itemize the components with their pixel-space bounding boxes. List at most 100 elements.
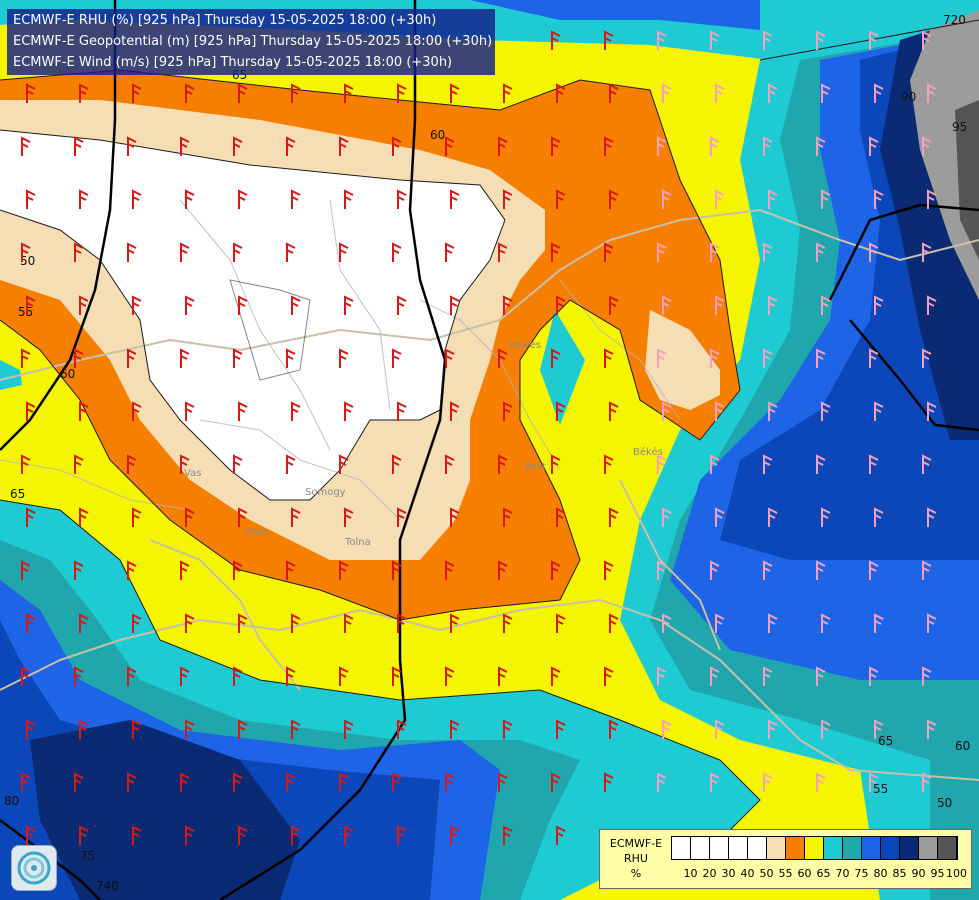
contour-740-east [828, 203, 979, 301]
wind-barb [927, 83, 937, 103]
wind-barb [763, 30, 773, 50]
wind-barb [450, 295, 460, 315]
wind-barb [291, 613, 301, 633]
wind-barb [657, 560, 667, 580]
wind-barb [551, 242, 561, 262]
wind-barb [21, 454, 31, 474]
wind-barb [450, 83, 460, 103]
country-borders [0, 208, 979, 781]
wind-barb [710, 560, 720, 580]
wind-barb [869, 772, 879, 792]
wind-barb [79, 719, 89, 739]
wind-barb [768, 719, 778, 739]
contour-label: 740 [96, 879, 119, 893]
wind-barb [662, 613, 672, 633]
wind-barb [604, 30, 614, 50]
wind-barb [185, 613, 195, 633]
wind-barb [127, 348, 137, 368]
wind-barb [604, 136, 614, 156]
wind-barb [922, 242, 932, 262]
wind-barb [768, 507, 778, 527]
wind-barb [874, 83, 884, 103]
wind-barb [392, 348, 402, 368]
wind-barb [556, 189, 566, 209]
rhu-region-right-dark [955, 100, 979, 260]
wind-barb [503, 401, 513, 421]
place-label: Pest [525, 462, 546, 473]
wind-barb [816, 348, 826, 368]
rhu-region-right-grey [910, 10, 979, 300]
wind-barb [763, 242, 773, 262]
wind-barb [21, 136, 31, 156]
wind-barb [392, 772, 402, 792]
legend-swatch [805, 837, 824, 859]
wind-barb [869, 454, 879, 474]
wind-barb [715, 83, 725, 103]
wind-barb [291, 719, 301, 739]
wind-barb [710, 454, 720, 474]
wind-barb [238, 613, 248, 633]
wind-barb [286, 348, 296, 368]
wind-barb [339, 242, 349, 262]
wind-barb [768, 401, 778, 421]
wind-barb [498, 242, 508, 262]
wind-barb [609, 719, 619, 739]
wind-barb [26, 189, 36, 209]
wind-barb [392, 136, 402, 156]
wind-barb [821, 83, 831, 103]
rhu-region-bottom-navy [30, 720, 300, 900]
legend-label-line: % [630, 867, 642, 880]
wind-barb [397, 83, 407, 103]
wind-barb [662, 401, 672, 421]
contour-720-central [219, 0, 447, 900]
contour-label: 65 [10, 487, 25, 501]
wind-barb [339, 348, 349, 368]
wind-barb [180, 666, 190, 686]
legend-tick-label: 90 [911, 867, 926, 880]
wind-barb [874, 401, 884, 421]
wind-barb [609, 613, 619, 633]
wind-barb [922, 772, 932, 792]
legend-tick-label: 40 [740, 867, 755, 880]
wind-barb [869, 136, 879, 156]
wind-barb [869, 242, 879, 262]
wind-barb [927, 401, 937, 421]
wind-barb [869, 348, 879, 368]
wind-barb [503, 83, 513, 103]
wind-barb [132, 719, 142, 739]
wind-barb [127, 242, 137, 262]
wind-barb [339, 666, 349, 686]
wind-barb [874, 189, 884, 209]
wind-barb [821, 401, 831, 421]
wind-barb [79, 189, 89, 209]
wind-barb [397, 189, 407, 209]
wind-barb [816, 560, 826, 580]
wind-barb [397, 613, 407, 633]
wind-barb [286, 560, 296, 580]
contour-label: 75 [80, 849, 95, 863]
legend-tick-label: 65 [816, 867, 831, 880]
wind-barb [821, 507, 831, 527]
legend-tick-label: 85 [892, 867, 907, 880]
title-line-wind: ECMWF-E Wind (m/s) [925 hPa] Thursday 15… [13, 55, 453, 70]
contour-740-south [0, 819, 101, 900]
rhu-region-top-blue [470, 0, 760, 30]
legend-swatch [919, 837, 938, 859]
wind-barb [662, 189, 672, 209]
wind-barb [445, 560, 455, 580]
wind-barb [238, 83, 248, 103]
wind-barb [816, 454, 826, 474]
place-label: Somogy [305, 487, 346, 498]
legend-tick-label: 75 [854, 867, 869, 880]
wind-barb [816, 136, 826, 156]
wind-barb [556, 401, 566, 421]
wind-barb [26, 83, 36, 103]
wind-barb [74, 560, 84, 580]
wind-barb [445, 666, 455, 686]
contour-label: 60 [955, 739, 970, 753]
wind-barb [763, 454, 773, 474]
wind-barb [498, 560, 508, 580]
wind-barb [445, 348, 455, 368]
wind-barb [503, 825, 513, 845]
wind-barb [185, 719, 195, 739]
